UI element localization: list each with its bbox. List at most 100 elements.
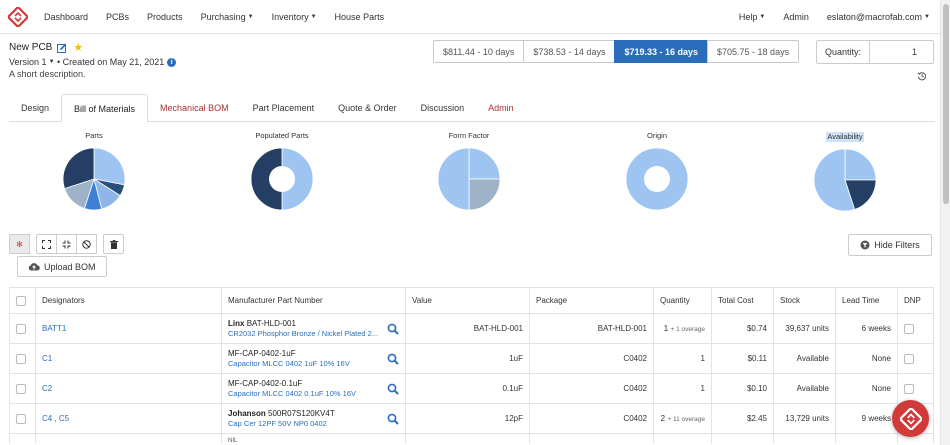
- part-description-link[interactable]: CR2032 Phosphor Bronze / Nickel Plated 2…: [228, 329, 379, 338]
- nav-house-parts[interactable]: House Parts: [334, 11, 385, 22]
- pie-slice[interactable]: [437, 147, 470, 211]
- delete-button[interactable]: [103, 234, 124, 254]
- designator-link[interactable]: C1: [42, 354, 53, 363]
- table-row[interactable]: C4 , C5 Johanson 500R07S120KV4T Cap Cer …: [9, 403, 934, 434]
- table-row[interactable]: C1 MF-CAP-0402-1uF Capacitor MLCC 0402 1…: [9, 343, 934, 374]
- table-row[interactable]: NIL: [9, 433, 934, 444]
- history-icon[interactable]: [917, 71, 927, 81]
- dnp-checkbox[interactable]: [904, 353, 914, 364]
- price-option-10-days[interactable]: $811.44 - 10 days: [433, 40, 525, 63]
- tab-part-placement[interactable]: Part Placement: [252, 103, 315, 113]
- search-icon[interactable]: [387, 383, 399, 395]
- col-designators[interactable]: Designators: [35, 287, 222, 314]
- col-quantity[interactable]: Quantity: [653, 287, 712, 314]
- quantity-input[interactable]: [870, 40, 935, 64]
- pie-chart-origin[interactable]: [625, 147, 689, 211]
- nav-purchasing-label: Purchasing: [200, 11, 246, 22]
- lead-time-cell: 9 weeks: [835, 403, 898, 434]
- upload-bom-button[interactable]: Upload BOM: [17, 256, 107, 277]
- search-icon[interactable]: [387, 353, 399, 365]
- dnp-checkbox[interactable]: [904, 323, 914, 334]
- stock-cell: Available: [773, 343, 836, 374]
- collapse-button[interactable]: [56, 234, 77, 254]
- search-icon[interactable]: [387, 323, 399, 335]
- pie-slice[interactable]: [250, 147, 283, 211]
- row-checkbox[interactable]: [16, 383, 26, 394]
- nav-admin[interactable]: Admin: [783, 11, 809, 22]
- chevron-down-icon[interactable]: ▼: [48, 59, 55, 65]
- pie-chart-availability[interactable]: [813, 148, 877, 212]
- pie-slice[interactable]: [844, 148, 877, 181]
- nav-dashboard[interactable]: Dashboard: [44, 11, 89, 22]
- pie-slice[interactable]: [468, 147, 501, 180]
- price-option-16-days[interactable]: $719.33 - 16 days: [614, 40, 709, 63]
- chart-populated-parts: Populated Parts: [222, 131, 342, 211]
- pie-slice[interactable]: [844, 179, 877, 210]
- hide-filters-button[interactable]: Hide Filters: [848, 234, 932, 256]
- designator-link[interactable]: C2: [42, 384, 53, 393]
- row-checkbox[interactable]: [16, 323, 26, 334]
- part-description-link[interactable]: Cap Cer 12PF 50V NP0 0402: [228, 419, 327, 428]
- tab-quote-order[interactable]: Quote & Order: [338, 103, 397, 113]
- nav-inventory[interactable]: Inventory ▼: [272, 12, 317, 22]
- pie-slice[interactable]: [468, 178, 501, 211]
- chart-form-factor: Form Factor: [409, 131, 529, 211]
- row-checkbox[interactable]: [16, 353, 26, 364]
- nav-help[interactable]: Help ▼: [739, 12, 765, 22]
- pie-slice[interactable]: [93, 147, 126, 186]
- nav-products[interactable]: Products: [147, 11, 183, 22]
- mpn-line: MF-CAP-0402-1uF: [228, 349, 385, 358]
- mpn-text: MF-CAP-0402-1uF: [228, 349, 296, 358]
- mpn-wrap: MF-CAP-0402-1uF Capacitor MLCC 0402 1uF …: [228, 349, 399, 368]
- col-mpn[interactable]: Manufacturer Part Number: [221, 287, 406, 314]
- pie-slice[interactable]: [813, 148, 856, 212]
- version-select[interactable]: 1: [41, 57, 47, 67]
- stock-cell: [773, 433, 836, 444]
- nav-purchasing[interactable]: Purchasing ▼: [201, 12, 254, 22]
- tab-bill-of-materials[interactable]: Bill of Materials: [61, 94, 149, 123]
- macrofab-logo-icon[interactable]: [8, 6, 28, 27]
- table-row[interactable]: BATT1 Linx BAT-HLD-001 CR2032 Phosphor B…: [9, 313, 934, 344]
- search-icon[interactable]: [387, 413, 399, 425]
- ban-button[interactable]: [76, 234, 97, 254]
- pie-chart-populated-parts[interactable]: [250, 147, 314, 211]
- col-stock[interactable]: Stock: [773, 287, 836, 314]
- nav-user-menu[interactable]: eslaton@macrofab.com ▼: [827, 12, 930, 22]
- dnp-checkbox[interactable]: [904, 383, 914, 394]
- tab-discussion[interactable]: Discussion: [420, 103, 465, 113]
- pie-slice[interactable]: [281, 147, 314, 211]
- pie-chart-parts[interactable]: [62, 147, 126, 211]
- mpn-line: Linx BAT-HLD-001: [228, 319, 385, 328]
- part-description-link[interactable]: Capacitor MLCC 0402 0.1uF 10% 16V: [228, 389, 356, 398]
- select-all-checkbox[interactable]: [16, 295, 26, 306]
- nav-pcbs[interactable]: PCBs: [106, 11, 130, 22]
- designator-link[interactable]: BATT1: [42, 324, 67, 333]
- star-icon[interactable]: ★: [73, 42, 84, 54]
- expand-button[interactable]: [36, 234, 57, 254]
- tab-design[interactable]: Design: [21, 103, 50, 113]
- trash-icon: [109, 239, 118, 249]
- tab-admin[interactable]: Admin: [488, 103, 514, 113]
- col-package[interactable]: Package: [529, 287, 654, 314]
- total-cost-cell: $0.74: [711, 313, 774, 344]
- mpn-cell: MF-CAP-0402-0.1uF Capacitor MLCC 0402 0.…: [221, 373, 406, 404]
- pie-chart-form-factor[interactable]: [437, 147, 501, 211]
- page-scrollbar[interactable]: [940, 0, 950, 445]
- pie-slice[interactable]: [62, 147, 95, 190]
- col-lead-time[interactable]: Lead Time: [835, 287, 898, 314]
- row-checkbox[interactable]: [16, 413, 26, 424]
- settings-button[interactable]: ✻: [9, 234, 30, 254]
- price-option-14-days[interactable]: $738.53 - 14 days: [523, 40, 616, 63]
- col-total-cost[interactable]: Total Cost: [711, 287, 774, 314]
- info-icon[interactable]: i: [167, 57, 177, 67]
- price-option-18-days[interactable]: $705.75 - 18 days: [707, 40, 800, 63]
- tab-mechanical-bom[interactable]: Mechanical BOM: [160, 103, 229, 113]
- scrollbar-thumb[interactable]: [943, 4, 949, 204]
- table-row[interactable]: C2 MF-CAP-0402-0.1uF Capacitor MLCC 0402…: [9, 373, 934, 404]
- part-description-link[interactable]: Capacitor MLCC 0402 1uF 10% 16V: [228, 359, 350, 368]
- col-dnp[interactable]: DNP: [897, 287, 934, 314]
- support-chat-button[interactable]: [892, 400, 929, 437]
- edit-icon[interactable]: [57, 43, 67, 53]
- designator-link[interactable]: C4 , C5: [42, 414, 70, 423]
- col-value[interactable]: Value: [405, 287, 530, 314]
